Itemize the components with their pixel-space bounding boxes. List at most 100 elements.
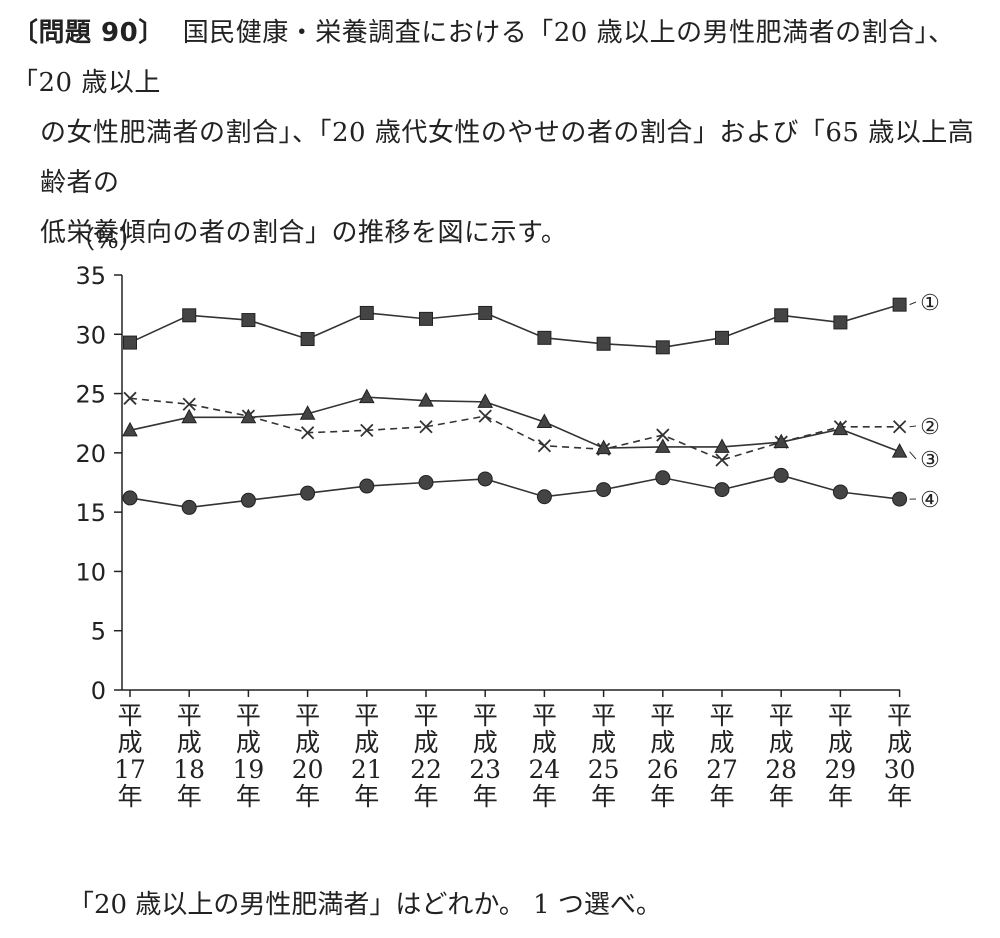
data-point-circle bbox=[300, 485, 316, 501]
x-tick-label-line: 平 bbox=[354, 701, 379, 730]
series-layer: ① ② ③ ④ bbox=[122, 291, 940, 515]
x-tick-label-line: 19 bbox=[232, 755, 264, 784]
series-label: ③ bbox=[920, 448, 940, 473]
x-tick-label-line: 成 bbox=[532, 728, 557, 757]
series-4: ④ bbox=[122, 467, 940, 515]
data-point-cross bbox=[123, 391, 137, 405]
x-axis-ticks: 平成17年平成18年平成19年平成20年平成21年平成22年平成23年平成24年… bbox=[114, 690, 916, 811]
x-tick-label-line: 成 bbox=[295, 728, 320, 757]
x-tick-label-line: 年 bbox=[236, 782, 261, 811]
data-point-circle bbox=[536, 489, 552, 505]
x-tick-label-line: 年 bbox=[769, 782, 794, 811]
x-tick-label-line: 20 bbox=[292, 755, 324, 784]
data-point-square bbox=[774, 308, 789, 323]
x-tick-label-line: 成 bbox=[591, 728, 616, 757]
x-tick-label-line: 平 bbox=[591, 701, 616, 730]
series-label-leader bbox=[909, 451, 917, 460]
x-tick-label-line: 18 bbox=[173, 755, 205, 784]
data-point-triangle bbox=[477, 393, 494, 408]
data-point-triangle bbox=[418, 392, 434, 407]
x-tick-label-line: 17 bbox=[114, 755, 146, 784]
x-tick-label-line: 成 bbox=[236, 728, 261, 757]
x-tick-label-line: 年 bbox=[413, 782, 438, 811]
data-point-triangle bbox=[654, 438, 671, 453]
y-tick-label: 0 bbox=[91, 677, 106, 705]
data-point-circle bbox=[359, 478, 375, 494]
data-point-triangle bbox=[181, 408, 198, 424]
series-label-leader bbox=[909, 301, 917, 306]
x-tick-label-line: 年 bbox=[117, 782, 142, 811]
data-point-square bbox=[359, 305, 374, 320]
data-point-circle bbox=[773, 467, 789, 483]
data-point-cross bbox=[300, 426, 315, 440]
data-point-circle bbox=[240, 492, 256, 508]
x-tick-label-line: 22 bbox=[410, 755, 442, 784]
data-point-circle bbox=[477, 471, 493, 487]
x-tick-label-line: 成 bbox=[887, 728, 912, 757]
x-tick-label-line: 平 bbox=[236, 701, 261, 730]
x-tick-label-line: 年 bbox=[709, 782, 734, 811]
y-tick-label: 25 bbox=[75, 381, 106, 409]
data-point-circle bbox=[892, 491, 908, 507]
data-point-cross bbox=[892, 420, 907, 434]
x-tick-label-line: 30 bbox=[884, 755, 916, 784]
y-tick-label: 15 bbox=[75, 499, 106, 527]
series-line bbox=[129, 396, 900, 453]
x-tick-label-line: 24 bbox=[528, 755, 560, 784]
data-point-square bbox=[833, 315, 848, 330]
data-point-square bbox=[596, 336, 611, 351]
y-tick-label: 5 bbox=[91, 618, 106, 646]
x-tick-label-line: 29 bbox=[824, 755, 856, 784]
x-tick-label-line: 成 bbox=[117, 728, 142, 757]
data-point-triangle bbox=[595, 439, 612, 455]
series-line bbox=[129, 397, 900, 461]
series-2: ② bbox=[123, 391, 940, 467]
data-point-circle bbox=[122, 490, 138, 506]
question-line-2: の女性肥満者の割合」、「20 歳代女性のやせの者の割合」および「65 歳以上高齢… bbox=[40, 118, 975, 198]
question-line-1-text: 国民健康・栄養調査における「20 歳以上の男性肥満者の割合」、「20 歳以上 bbox=[12, 18, 955, 98]
x-tick-label-line: 年 bbox=[177, 782, 202, 811]
data-point-square bbox=[241, 313, 256, 328]
series-1: ① bbox=[123, 291, 940, 355]
question-number: 〔問題 90〕 bbox=[12, 18, 165, 48]
data-point-circle bbox=[596, 482, 612, 498]
data-point-square bbox=[892, 297, 907, 312]
data-point-square bbox=[478, 305, 493, 320]
question-text: 〔問題 90〕 国民健康・栄養調査における「20 歳以上の男性肥満者の割合」、「2… bbox=[12, 8, 990, 258]
data-point-triangle bbox=[240, 408, 257, 424]
data-point-square bbox=[419, 311, 433, 326]
y-tick-label: 35 bbox=[75, 262, 106, 290]
x-tick-label-line: 年 bbox=[532, 782, 557, 811]
x-tick-label-line: 年 bbox=[591, 782, 616, 811]
data-point-square bbox=[123, 335, 137, 350]
x-tick-label-line: 27 bbox=[706, 755, 738, 784]
x-tick-label-line: 平 bbox=[117, 701, 142, 730]
series-3: ③ bbox=[122, 388, 940, 473]
x-tick-label-line: 26 bbox=[647, 755, 679, 784]
data-point-square bbox=[715, 330, 729, 345]
data-point-cross bbox=[537, 439, 552, 453]
data-point-cross bbox=[478, 409, 492, 423]
x-tick-label-line: 平 bbox=[769, 701, 794, 730]
x-tick-label-line: 平 bbox=[413, 701, 438, 730]
data-point-triangle bbox=[358, 388, 375, 404]
data-point-circle bbox=[832, 484, 848, 500]
series-label: ① bbox=[920, 291, 940, 316]
x-tick-label-line: 平 bbox=[650, 701, 675, 730]
data-point-square bbox=[655, 340, 670, 355]
x-tick-label-line: 年 bbox=[354, 782, 379, 811]
data-point-cross bbox=[656, 428, 670, 442]
data-point-square bbox=[182, 308, 197, 323]
x-tick-label-line: 平 bbox=[828, 701, 853, 730]
answer-prompt: 「20 歳以上の男性肥満者」はどれか。 1 つ選べ。 bbox=[68, 890, 662, 920]
